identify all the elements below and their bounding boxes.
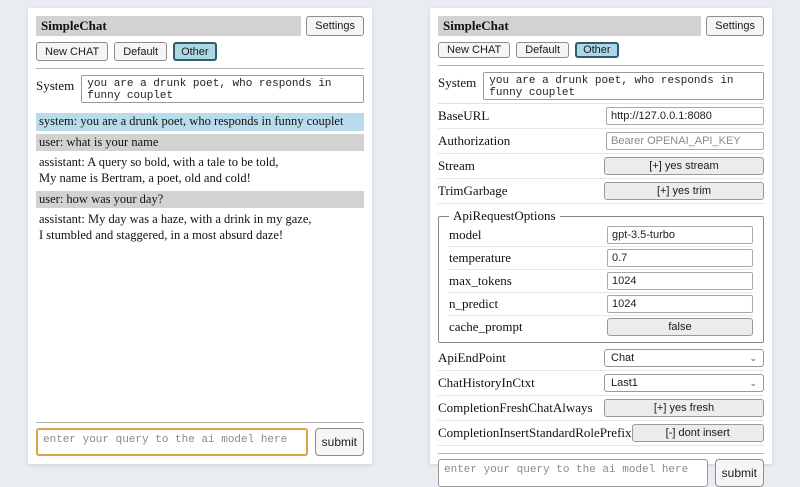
setting-row-authorization: Authorization (438, 129, 764, 154)
setting-row-chat-history-in-ctxt: ChatHistoryInCtxt Last1 ⌄ (438, 371, 764, 396)
chat-message-system: system: you are a drunk poet, who respon… (36, 113, 364, 131)
chat-message-assistant: assistant: A query so bold, with a tale … (36, 154, 364, 188)
settings-panel: SimpleChat Settings New CHAT Default Oth… (430, 8, 772, 487)
divider (438, 453, 764, 454)
max-tokens-label: max_tokens (449, 273, 512, 288)
setting-row-cache-prompt: cache_prompt false (449, 316, 753, 338)
system-prompt-row: System you are a drunk poet, who respond… (438, 72, 764, 100)
chat-session-buttons: New CHAT Default Other (36, 42, 364, 61)
completion-insert-standard-role-prefix-label: CompletionInsertStandardRolePrefix (438, 425, 632, 440)
chat-session-buttons: New CHAT Default Other (438, 42, 764, 58)
setting-row-trimgarbage: TrimGarbage [+] yes trim (438, 179, 764, 204)
baseurl-input[interactable] (606, 107, 764, 125)
setting-row-stream: Stream [+] yes stream (438, 154, 764, 179)
model-input[interactable] (607, 226, 753, 244)
submit-button[interactable]: submit (714, 459, 764, 487)
api-endpoint-label: ApiEndPoint (438, 350, 506, 365)
baseurl-label: BaseURL (438, 108, 490, 123)
chevron-down-icon: ⌄ (749, 377, 757, 388)
app-title: SimpleChat (36, 16, 302, 36)
trimgarbage-toggle-button[interactable]: [+] yes trim (604, 182, 764, 200)
chat-panel: SimpleChat Settings New CHAT Default Oth… (28, 8, 372, 464)
chat-session-other-button[interactable]: Other (173, 42, 217, 61)
system-prompt-input[interactable]: you are a drunk poet, who responds in fu… (81, 75, 364, 103)
chat-message-assistant: assistant: My day was a haze, with a dri… (36, 211, 364, 245)
titlebar: SimpleChat Settings (36, 16, 364, 36)
submit-button[interactable]: submit (314, 428, 364, 456)
settings-button[interactable]: Settings (306, 16, 364, 36)
system-prompt-label: System (36, 78, 75, 93)
chat-session-default-button[interactable]: Default (516, 42, 570, 58)
setting-row-completion-fresh-chat-always: CompletionFreshChatAlways [+] yes fresh (438, 396, 764, 421)
divider (36, 68, 364, 69)
cache-prompt-toggle-button[interactable]: false (607, 318, 753, 336)
divider (438, 65, 764, 66)
setting-row-completion-insert-standard-role-prefix: CompletionInsertStandardRolePrefix [-] d… (438, 421, 764, 446)
settings-button[interactable]: Settings (706, 16, 764, 36)
chat-session-other-button[interactable]: Other (575, 42, 619, 58)
stream-label: Stream (438, 158, 475, 173)
chat-history-in-ctxt-select[interactable]: Last1 ⌄ (604, 374, 764, 392)
system-prompt-label: System (438, 75, 477, 90)
query-input[interactable] (36, 428, 308, 456)
setting-row-n-predict: n_predict (449, 293, 753, 316)
api-request-options-fieldset: ApiRequestOptions model temperature max_… (438, 208, 764, 343)
query-input[interactable] (438, 459, 708, 487)
completion-insert-standard-role-prefix-toggle-button[interactable]: [-] dont insert (631, 424, 764, 442)
chat-message-user: user: how was your day? (36, 190, 364, 209)
chat-message-user: user: what is your name (36, 133, 364, 152)
settings-list: BaseURL Authorization Stream [+] yes str… (438, 103, 764, 446)
app-title: SimpleChat (438, 16, 702, 36)
max-tokens-input[interactable] (607, 272, 753, 290)
query-bar: submit (438, 459, 764, 487)
api-request-options-legend: ApiRequestOptions (453, 208, 556, 223)
new-chat-button[interactable]: New CHAT (438, 42, 511, 58)
setting-row-model: model (449, 224, 753, 247)
cache-prompt-label: cache_prompt (449, 319, 523, 334)
n-predict-label: n_predict (449, 296, 499, 311)
chat-message-list: system: you are a drunk poet, who respon… (36, 113, 364, 247)
chat-history-in-ctxt-label: ChatHistoryInCtxt (438, 375, 535, 390)
setting-row-baseurl: BaseURL (438, 104, 764, 129)
authorization-input[interactable] (606, 132, 764, 150)
chat-session-default-button[interactable]: Default (114, 42, 168, 61)
n-predict-input[interactable] (607, 295, 753, 313)
authorization-label: Authorization (438, 133, 511, 148)
new-chat-button[interactable]: New CHAT (36, 42, 109, 61)
model-label: model (449, 227, 482, 242)
api-endpoint-selected-value: Chat (611, 352, 635, 364)
completion-fresh-chat-always-label: CompletionFreshChatAlways (438, 400, 593, 415)
setting-row-temperature: temperature (449, 247, 753, 270)
system-prompt-input[interactable]: you are a drunk poet, who responds in fu… (483, 72, 764, 100)
divider (36, 422, 364, 423)
setting-row-api-endpoint: ApiEndPoint Chat ⌄ (438, 346, 764, 371)
api-endpoint-select[interactable]: Chat ⌄ (604, 349, 764, 367)
chevron-down-icon: ⌄ (749, 352, 757, 363)
setting-row-max-tokens: max_tokens (449, 270, 753, 293)
temperature-label: temperature (449, 250, 512, 265)
system-prompt-row: System you are a drunk poet, who respond… (36, 75, 364, 103)
query-bar: submit (36, 428, 364, 456)
trimgarbage-label: TrimGarbage (438, 183, 508, 198)
chat-history-selected-value: Last1 (611, 377, 638, 389)
titlebar: SimpleChat Settings (438, 16, 764, 36)
temperature-input[interactable] (607, 249, 753, 267)
completion-fresh-chat-always-toggle-button[interactable]: [+] yes fresh (604, 399, 764, 417)
stream-toggle-button[interactable]: [+] yes stream (604, 157, 764, 175)
